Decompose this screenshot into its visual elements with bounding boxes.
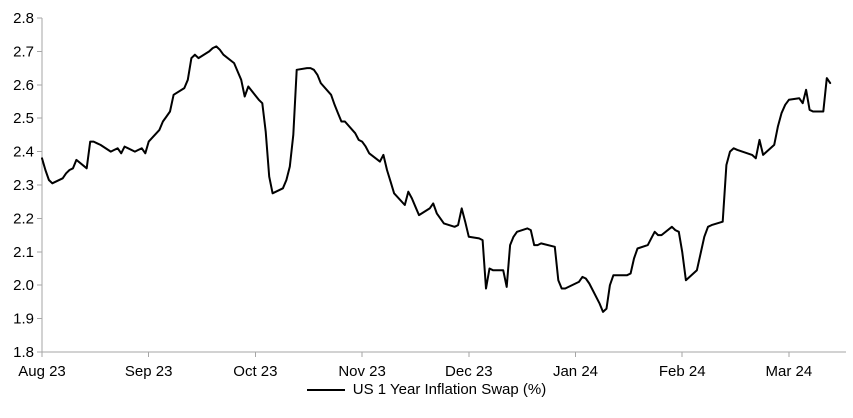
- y-tick-label: 1.8: [13, 344, 34, 361]
- y-tick-label: 2.0: [13, 277, 34, 294]
- x-tick-label: Aug 23: [18, 363, 66, 380]
- x-tick-label: Jan 24: [553, 363, 598, 380]
- x-tick-label: Sep 23: [125, 363, 173, 380]
- y-tick-label: 2.2: [13, 210, 34, 227]
- series-line-us-1y-inflation-swap: [41, 45, 832, 313]
- x-tick-label: Nov 23: [338, 363, 386, 380]
- y-tick-label: 2.3: [13, 177, 34, 194]
- x-tick-label: Dec 23: [445, 363, 493, 380]
- x-tick-label: Mar 24: [766, 363, 813, 380]
- y-tick-label: 2.8: [13, 10, 34, 27]
- y-tick-label: 1.9: [13, 311, 34, 328]
- y-tick-label: 2.4: [13, 144, 34, 161]
- y-tick-label: 2.7: [13, 43, 34, 60]
- y-tick-label: 2.5: [13, 110, 34, 127]
- y-tick-label: 2.1: [13, 244, 34, 261]
- y-tick-label: 2.6: [13, 77, 34, 94]
- legend-line-swatch: [306, 388, 345, 391]
- legend-label: US 1 Year Inflation Swap (%): [352, 381, 547, 398]
- x-tick-label: Feb 24: [659, 363, 706, 380]
- chart-legend: US 1 Year Inflation Swap (%): [0, 381, 853, 398]
- x-tick-label: Oct 23: [233, 363, 277, 380]
